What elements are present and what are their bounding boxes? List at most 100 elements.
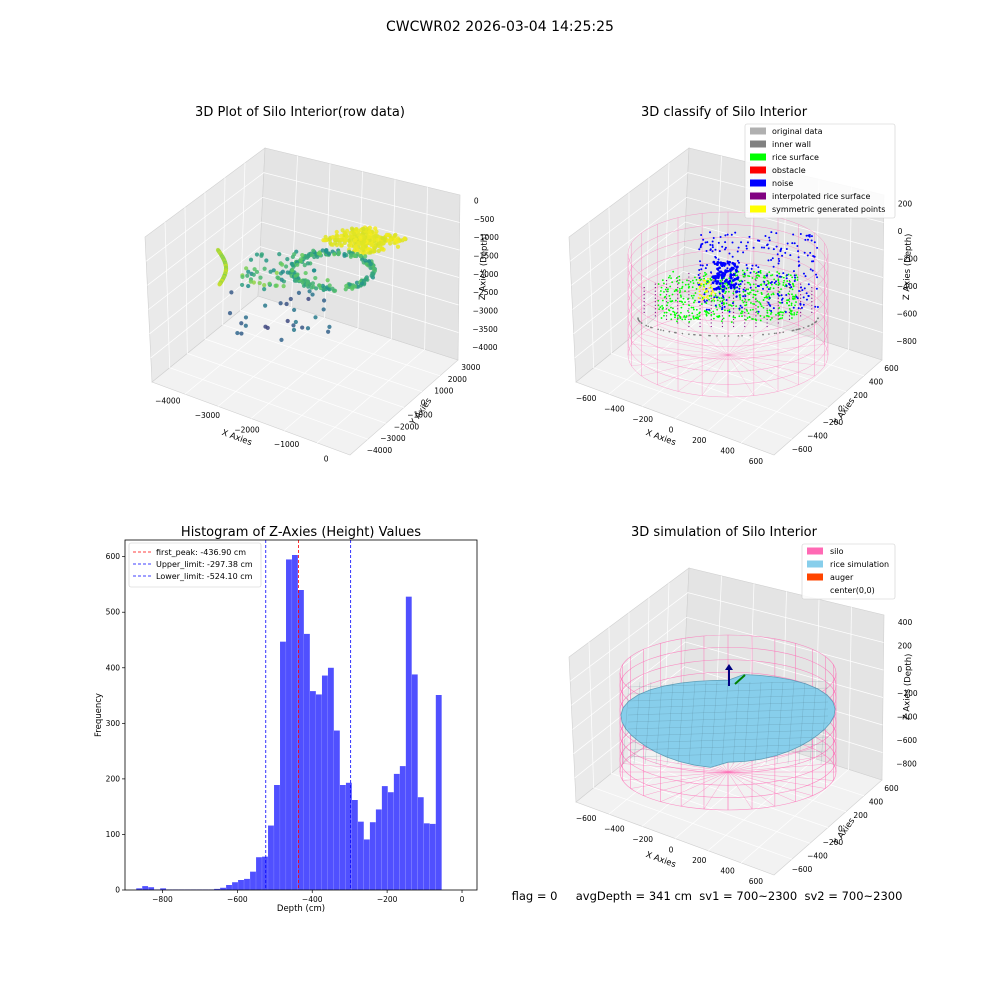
classified-point	[654, 283, 656, 285]
classified-point	[738, 315, 741, 318]
classified-point	[732, 311, 735, 313]
raw-point	[273, 283, 278, 288]
classified-point	[703, 296, 705, 298]
classified-point	[720, 276, 724, 280]
legend-label: rice simulation	[830, 560, 889, 569]
classified-point	[724, 246, 727, 249]
raw-point	[395, 244, 401, 249]
raw-point	[349, 252, 354, 258]
classified-point	[724, 309, 726, 312]
raw-point	[393, 232, 398, 237]
classified-point	[695, 288, 698, 290]
panel4-xtick: 0	[669, 846, 674, 855]
raw-point	[353, 244, 358, 249]
silo-floor-line	[727, 333, 815, 356]
classified-point	[678, 300, 681, 303]
classified-point	[804, 238, 807, 241]
classified-point	[661, 279, 664, 282]
classified-point	[669, 313, 672, 316]
panel2-pane-grid	[740, 187, 852, 444]
classified-point	[772, 287, 775, 290]
classified-point	[805, 234, 808, 237]
center-marker	[734, 674, 746, 685]
classified-point	[711, 250, 714, 253]
classified-point	[728, 290, 730, 293]
histogram-bar	[381, 786, 388, 890]
classified-point	[675, 280, 678, 283]
panel4-xtick: −200	[632, 835, 653, 844]
silo-floor-line	[677, 318, 729, 356]
surface-mesh-line	[710, 681, 718, 765]
classified-point	[753, 303, 756, 306]
classified-point	[687, 286, 690, 289]
classified-point	[721, 245, 724, 248]
classified-point	[745, 247, 748, 250]
classified-point	[639, 320, 641, 323]
classified-point	[670, 318, 673, 321]
raw-point	[342, 253, 347, 258]
histogram-title: Histogram of Z-Axies (Height) Values	[181, 525, 421, 540]
classified-point	[698, 269, 701, 272]
classified-point	[737, 335, 740, 337]
classified-point	[704, 290, 707, 293]
classified-point	[693, 308, 695, 311]
panel4-pane-grid	[571, 616, 884, 706]
classified-point	[690, 294, 693, 297]
classified-point	[742, 301, 745, 304]
classified-point	[708, 295, 711, 297]
classified-point	[660, 329, 662, 331]
classified-point	[699, 304, 701, 306]
classified-point	[710, 294, 713, 297]
histogram-bar	[148, 887, 155, 890]
classified-point	[723, 262, 727, 266]
panel1-ztick: −500	[474, 215, 495, 224]
classified-point	[704, 282, 707, 284]
raw-point	[358, 253, 363, 259]
classified-point	[811, 290, 813, 292]
silo-floor-line	[701, 354, 729, 396]
classified-point	[677, 304, 679, 306]
classified-point	[726, 267, 729, 270]
classified-point	[799, 303, 802, 306]
classified-point	[677, 318, 679, 321]
classified-point	[781, 301, 784, 304]
classified-point	[735, 290, 739, 293]
legend-label: Lower_limit: -524.10 cm	[156, 572, 253, 581]
classified-point	[807, 325, 809, 328]
classified-point	[742, 273, 744, 276]
classified-point	[741, 306, 744, 309]
classified-point	[711, 275, 715, 279]
classified-point	[705, 250, 708, 253]
classified-point	[795, 295, 798, 298]
classified-point	[704, 241, 707, 244]
classified-point	[777, 301, 779, 303]
classified-point	[688, 290, 690, 292]
classified-point	[685, 316, 687, 319]
raw-point	[320, 283, 325, 288]
panel1-ztick: −3000	[473, 307, 499, 316]
classified-point	[738, 287, 741, 290]
classified-point	[750, 302, 752, 304]
panel4-title: 3D simulation of Silo Interior	[631, 525, 818, 540]
classified-point	[756, 277, 758, 279]
raw-point	[248, 257, 254, 262]
panel1-ytick: 1000	[434, 387, 453, 396]
raw-point	[361, 235, 366, 240]
classified-point	[788, 282, 791, 285]
classified-point	[726, 261, 730, 265]
classified-point	[709, 231, 712, 234]
classified-point	[681, 281, 684, 284]
classified-point	[732, 297, 735, 299]
panel2-xtick: −600	[576, 394, 597, 403]
panel2-ytick: 0	[838, 405, 843, 414]
classified-point	[744, 295, 747, 298]
classified-point	[754, 298, 757, 301]
classified-point	[752, 289, 755, 292]
raw-point	[292, 307, 297, 313]
classified-point	[721, 299, 724, 302]
classified-point	[723, 298, 725, 301]
classified-point	[794, 276, 797, 279]
classified-point	[715, 262, 719, 266]
raw-point	[309, 252, 314, 257]
histogram-bar	[315, 694, 322, 890]
